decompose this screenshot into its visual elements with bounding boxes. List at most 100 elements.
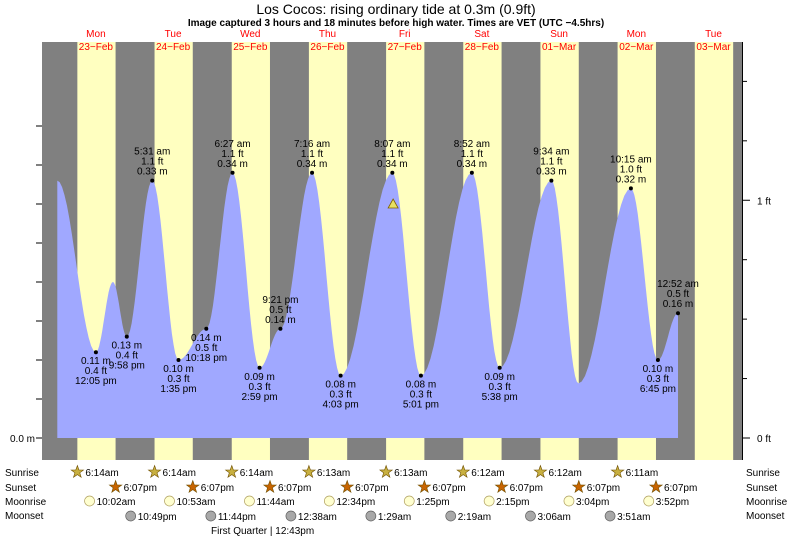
tide-label: 8:07 am [374, 139, 410, 150]
tide-label: 1.1 ft [301, 149, 323, 160]
tide-label: 8:52 am [454, 139, 490, 150]
sunrise-time: 6:11am [626, 468, 659, 479]
tide-label: 0.4 ft [116, 351, 138, 362]
tide-label: 0.3 ft [167, 374, 189, 385]
day-date: 26−Feb [310, 42, 345, 53]
day-date: 24−Feb [156, 42, 191, 53]
tide-label: 0.3 ft [410, 390, 432, 401]
moonset-time: 12:38am [298, 512, 337, 523]
tide-label: 6:45 pm [640, 384, 676, 395]
tide-point [418, 373, 423, 378]
tide-label: 0.08 m [406, 380, 437, 391]
sunset-icon [494, 479, 509, 494]
sunrise-icon [456, 464, 471, 479]
left-axis-label: 0.0 m [10, 434, 35, 445]
day-date: 03−Mar [696, 42, 731, 53]
sunset-time: 6:07pm [664, 483, 697, 494]
tide-label: 5:31 am [134, 147, 170, 158]
moonset-time: 3:06am [537, 512, 570, 523]
chart-title: Los Cocos: rising ordinary tide at 0.3m … [256, 1, 535, 17]
tide-label: 0.11 m [81, 356, 111, 367]
day-name: Sat [474, 29, 489, 40]
moonrise-icon [563, 495, 575, 507]
tide-label: 1.1 ft [540, 157, 562, 168]
tide-label: 9:34 am [533, 147, 569, 158]
sunset-time: 6:07pm [432, 483, 465, 494]
moonset-time: 2:19am [458, 512, 491, 523]
row-label-right-moonrise: Moonrise [746, 497, 788, 508]
height-axis: 0.0 m 1 ft 0 ft [10, 42, 771, 460]
current-tide-marker [387, 198, 399, 209]
moonrise-icon [483, 495, 495, 507]
tide-label: 0.34 m [297, 159, 328, 170]
sunset-icon [185, 479, 200, 494]
tide-label: 4:03 pm [323, 400, 359, 411]
day-name: Mon [627, 29, 646, 40]
day-date: 02−Mar [619, 42, 654, 53]
chart-subtitle: Image captured 3 hours and 18 minutes be… [188, 18, 604, 29]
tide-label: 0.34 m [457, 159, 488, 170]
tide-label: 0.08 m [325, 380, 356, 391]
tide-label: 0.32 m [616, 174, 647, 185]
tide-label: 1.1 ft [141, 157, 163, 168]
tide-label: 1:35 pm [160, 384, 196, 395]
tide-point [124, 334, 129, 339]
sunrise-time: 6:14am [85, 468, 118, 479]
day-date: 01−Mar [542, 42, 577, 53]
tide-label: 0.3 ft [248, 382, 270, 393]
moonrise-time: 10:02am [97, 497, 136, 508]
sunset-time: 6:07pm [124, 483, 157, 494]
day-header-labels: Mon 23−Feb Tue 24−Feb Wed 25−Feb Thu 26−Feb Fri 2… [79, 29, 731, 53]
sunset-icon [340, 479, 355, 494]
moonset-time: 3:51am [617, 512, 650, 523]
sunset-icon [648, 479, 664, 494]
day-name: Tue [705, 29, 722, 40]
tide-point [93, 350, 98, 355]
sunrise-time: 6:12am [471, 468, 504, 479]
tide-label: 0.3 ft [489, 382, 511, 393]
moonrise-time: 12:34pm [336, 497, 375, 508]
tide-label: 1.1 ft [461, 149, 483, 160]
tide-point [176, 358, 181, 362]
tide-label: 0.33 m [536, 167, 567, 178]
row-label-moonrise: Moonrise [5, 497, 47, 508]
day-name: Tue [165, 29, 182, 40]
row-label-sunrise: Sunrise [5, 468, 39, 479]
tide-point [628, 186, 633, 191]
moonrise-icon [244, 495, 255, 507]
moon-phase: First Quarter | 12:43pm [211, 526, 314, 537]
tide-label: 0.16 m [663, 299, 694, 310]
day-date: 27−Feb [388, 42, 423, 53]
tide-label: 0.5 ft [195, 343, 217, 354]
tide-label: 12:52 am [657, 279, 699, 290]
tide-label: 0.34 m [377, 159, 408, 170]
sunrise-icon [610, 464, 625, 479]
tide-label: 0.14 m [191, 333, 222, 344]
tide-label: 0.5 ft [269, 305, 291, 316]
tide-point [497, 365, 502, 370]
tide-label: 5:38 pm [482, 392, 518, 403]
tide-label: 0.10 m [163, 364, 194, 375]
tide-point [310, 170, 315, 175]
moonrise-time: 2:15pm [496, 497, 529, 508]
moonset-time: 10:49pm [138, 512, 177, 523]
sunrise-time: 6:13am [317, 468, 350, 479]
tide-point [549, 178, 554, 183]
tide-point [675, 311, 680, 316]
astronomy-rows: Sunrise Sunrise Sunset Sunset Moonrise Moonri… [5, 464, 788, 537]
sunrise-icon [533, 464, 548, 479]
sunset-icon [417, 479, 432, 494]
tide-point [257, 365, 262, 370]
tide-label: 1.1 ft [381, 149, 403, 160]
tide-label: 0.10 m [643, 364, 674, 375]
sunset-time: 6:07pm [510, 483, 543, 494]
moonset-icon [525, 510, 536, 522]
day-name: Thu [319, 29, 336, 40]
tide-point [230, 170, 235, 175]
moonset-icon [285, 510, 297, 522]
sunrise-icon [379, 464, 394, 479]
sunrise-icon [147, 464, 162, 479]
moonrise-icon [403, 495, 415, 507]
moonset-icon [445, 510, 457, 522]
